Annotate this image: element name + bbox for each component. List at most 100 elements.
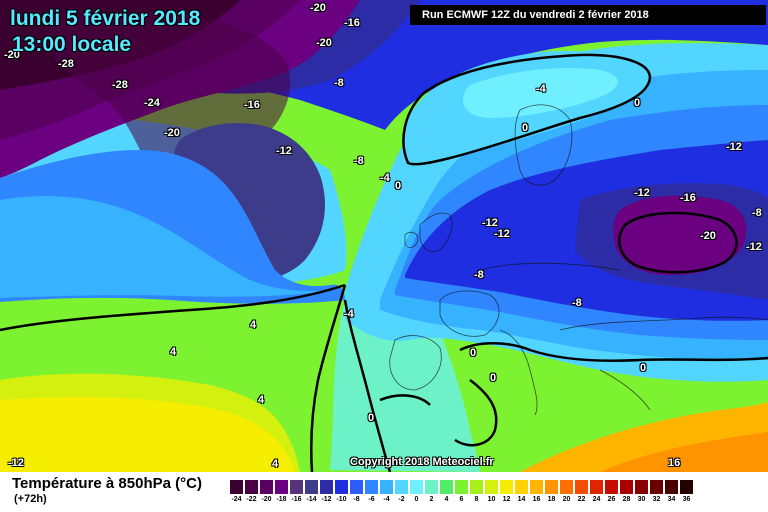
scale-label: -24 — [231, 496, 242, 503]
scale-label: 14 — [517, 496, 526, 503]
label-north-2: -16 — [344, 17, 360, 29]
scandinavia — [514, 104, 573, 186]
iberia — [389, 335, 442, 391]
scale-label: 8 — [474, 496, 479, 503]
contour-16-east — [618, 211, 738, 274]
contour-spain — [379, 394, 431, 406]
label-east-1: -12 — [726, 141, 742, 153]
scale-label: 36 — [682, 496, 691, 503]
label-east-3: -16 — [680, 192, 696, 204]
scale-label: 34 — [667, 496, 676, 503]
label-north-5: -28 — [58, 58, 74, 70]
scale-label: 28 — [622, 496, 631, 503]
label-north-4: -20 — [4, 49, 20, 61]
scale-swatch — [380, 480, 393, 494]
scale-swatch — [485, 480, 498, 494]
label-west-3: 4 — [170, 346, 177, 358]
legend-title: Température à 850hPa (°C) — [12, 475, 202, 492]
label-east-5: -20 — [700, 230, 716, 242]
label-east-4: -8 — [752, 207, 762, 219]
label-norway-1: -4 — [536, 83, 546, 95]
scale-label: -16 — [291, 496, 302, 503]
scale-label: 32 — [652, 496, 661, 503]
scale-swatch — [410, 480, 423, 494]
contour-0-north — [402, 53, 652, 166]
label-norway-2: 0 — [634, 97, 641, 109]
label-west-2: 4 — [250, 319, 257, 331]
scale-label: -10 — [336, 496, 347, 503]
scale-swatch — [440, 480, 453, 494]
label-east-6: -12 — [746, 241, 762, 253]
contour-0-south — [343, 299, 392, 472]
scale-swatch — [425, 480, 438, 494]
norwegian-sea-core — [462, 68, 618, 118]
scale-swatch — [260, 480, 273, 494]
label-atlantic-5: 0 — [395, 180, 402, 192]
scale-label: -6 — [368, 496, 375, 503]
scale-swatch — [530, 480, 543, 494]
contour-4-south — [310, 284, 347, 472]
label-atlantic-2: -12 — [276, 145, 292, 157]
label-north-9: -20 — [164, 127, 180, 139]
scale-label: 22 — [577, 496, 586, 503]
scale-swatch — [245, 480, 258, 494]
scale-swatch — [335, 480, 348, 494]
scale-swatch — [320, 480, 333, 494]
greece — [599, 369, 651, 411]
valid-time: 13:00 locale — [12, 33, 132, 56]
scale-label: 30 — [637, 496, 646, 503]
scale-label: 26 — [607, 496, 616, 503]
scale-swatch — [590, 480, 603, 494]
label-europe-3: -8 — [474, 269, 484, 281]
label-north-1: -20 — [310, 2, 326, 14]
valid-date: lundi 5 février 2018 — [10, 7, 201, 30]
scale-swatch — [635, 480, 648, 494]
label-north-7: -24 — [144, 97, 160, 109]
label-atlantic-4: -4 — [380, 172, 390, 184]
temperature-map: -20 -16 -20 -20 -28 -28 -24 -16 -20 -8 -… — [0, 0, 768, 472]
dark-orange-zone-east — [600, 432, 768, 472]
label-north-3: -20 — [316, 37, 332, 49]
label-south-2: 0 — [490, 372, 497, 384]
label-west-1: -4 — [344, 308, 354, 320]
scale-label: 0 — [414, 496, 419, 503]
scale-swatch — [545, 480, 558, 494]
scale-swatch — [230, 480, 243, 494]
scale-label: 20 — [562, 496, 571, 503]
label-europe-2: -12 — [494, 228, 510, 240]
scale-label: 2 — [429, 496, 434, 503]
scale-label: 24 — [592, 496, 601, 503]
scale-swatch — [605, 480, 618, 494]
scale-label: 16 — [532, 496, 541, 503]
green-zone — [0, 275, 440, 472]
run-banner: Run ECMWF 12Z du vendredi 2 février 2018 — [410, 5, 766, 25]
atlantic-lightblue — [0, 196, 330, 298]
color-scale: -24 -22 -20 -18 -16 -14 -12 -10 -8 -6 -4 -2 0 2 4 6 8 10 1… — [230, 480, 698, 508]
scale-swatch — [470, 480, 483, 494]
scale-swatch — [620, 480, 633, 494]
contour-lines — [0, 53, 768, 472]
label-atlantic-1: -8 — [334, 77, 344, 89]
label-north-8: -16 — [244, 99, 260, 111]
scale-label: -20 — [261, 496, 272, 503]
scale-label: 18 — [547, 496, 556, 503]
label-atlantic-3: -8 — [354, 155, 364, 167]
scale-swatch — [560, 480, 573, 494]
copyright-text: Copyright 2018 Meteociel.fr — [350, 456, 494, 468]
scale-swatch — [500, 480, 513, 494]
scale-swatch — [455, 480, 468, 494]
ireland — [404, 231, 419, 248]
scale-swatch — [350, 480, 363, 494]
label-south-3: 0 — [640, 362, 647, 374]
scale-label: 10 — [487, 496, 496, 503]
label-sw-2: 4 — [272, 458, 279, 470]
scale-swatch — [575, 480, 588, 494]
british-isles — [419, 212, 453, 252]
label-south-4: 0 — [368, 412, 375, 424]
label-se-1: 16 — [668, 457, 681, 469]
contour-italy — [454, 379, 498, 447]
scale-label: 12 — [502, 496, 511, 503]
scale-swatch — [515, 480, 528, 494]
yellow-zone — [0, 397, 295, 472]
